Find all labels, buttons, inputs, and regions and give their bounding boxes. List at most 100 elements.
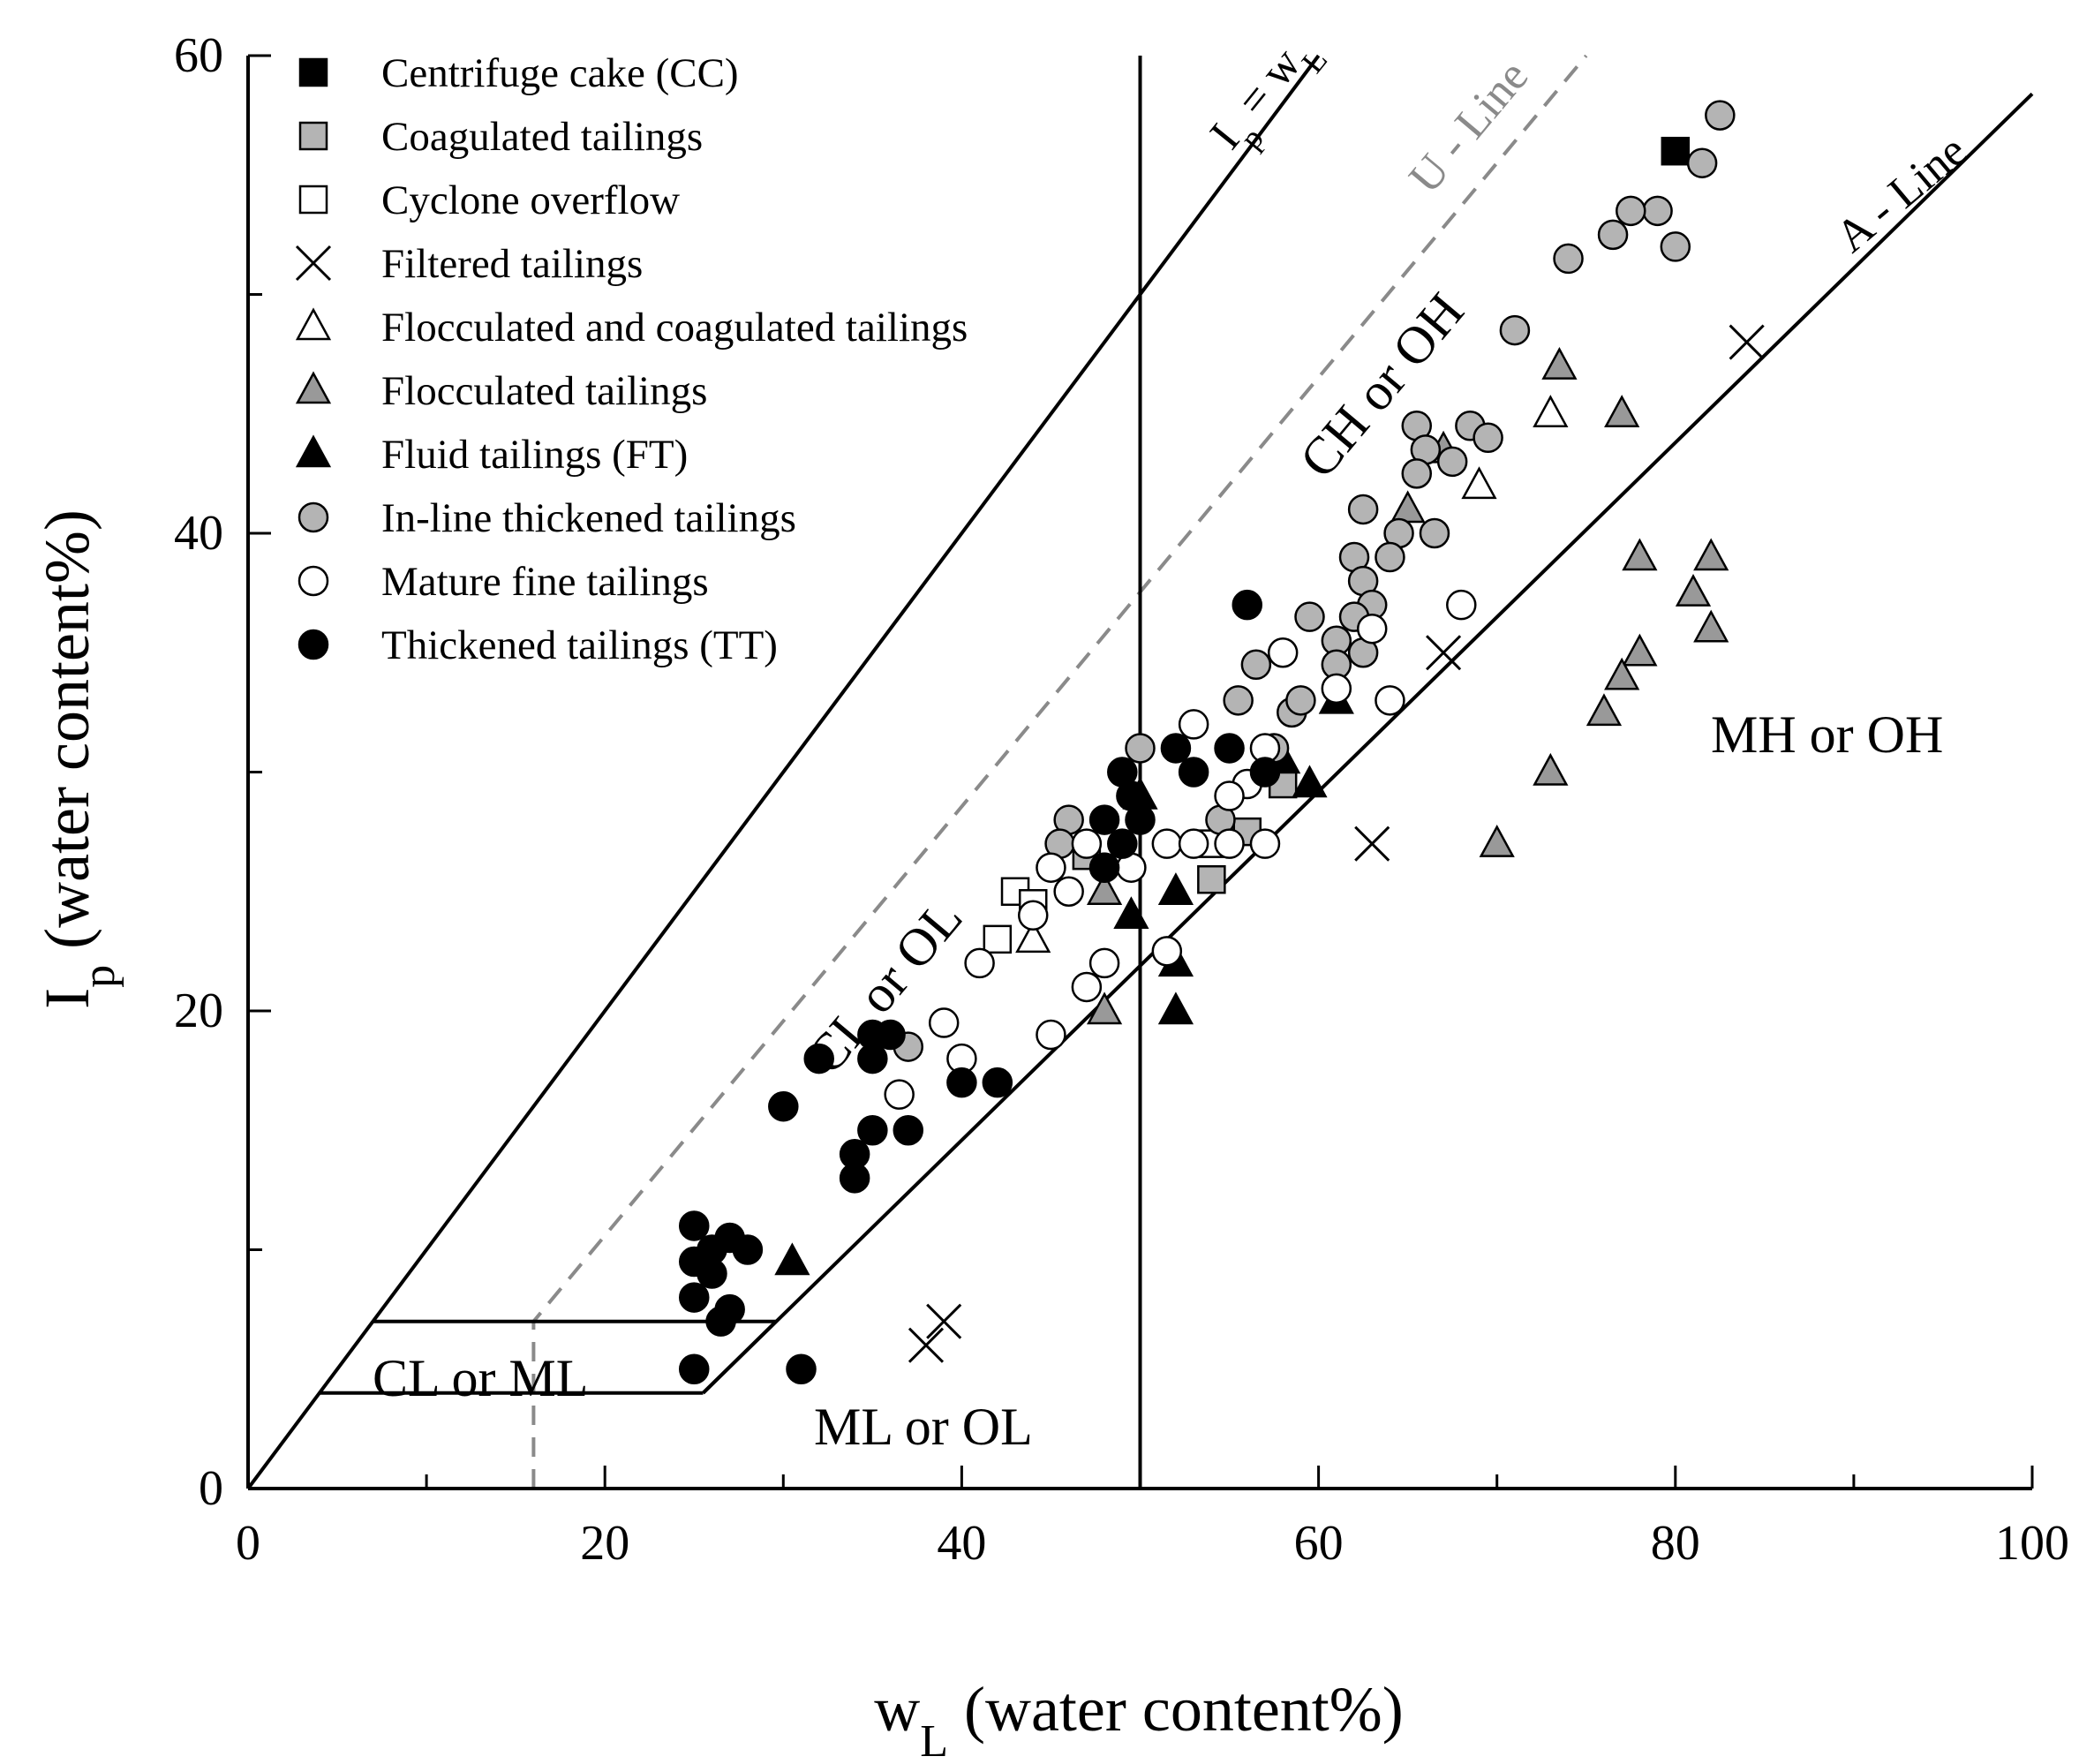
ip-equals-wl-line-label: Ip = wL	[1201, 24, 1334, 168]
mature-fine-tailings-point	[1178, 828, 1209, 859]
x-tick-label: 100	[1995, 1516, 2069, 1571]
in-line-thickened-tailings-point	[1125, 733, 1156, 764]
x-tick-label: 40	[937, 1516, 986, 1571]
a-line-lower-segment	[702, 1320, 778, 1395]
legend-label-thickened-tailings-tt: Thickened tailings (TT)	[381, 622, 778, 668]
thickened-tailings-tt-point	[946, 1067, 977, 1098]
mature-fine-tailings-point	[1017, 900, 1049, 931]
legend: Centrifuge cake (CC) Coagulated tailings C…	[295, 50, 968, 668]
y-tick-label: 0	[199, 1461, 223, 1516]
flocculated-tailings-point	[1390, 490, 1426, 524]
in-line-thickened-tailings-point	[1473, 422, 1503, 454]
mh-oh-label: MH or OH	[1711, 705, 1943, 764]
legend-label-coagulated-tailings: Coagulated tailings	[381, 114, 703, 160]
mature-fine-tailings-point	[1053, 876, 1084, 907]
thickened-tailings-tt-point	[1178, 757, 1209, 788]
a-line	[702, 92, 2034, 1395]
fluid-tailings-ft-point	[1157, 991, 1194, 1025]
in-line-thickened-tailings-point	[1223, 685, 1254, 716]
mature-fine-tailings-point	[1036, 1019, 1066, 1051]
legend-label-mature-fine-tailings: Mature fine tailings	[381, 559, 709, 605]
flocculated-and-coagulated-tailings-point	[1533, 395, 1569, 427]
x-tick-label: 80	[1651, 1516, 1700, 1571]
flocculated-tailings-point	[1693, 609, 1729, 643]
mature-fine-tailings-point	[1214, 780, 1245, 811]
in-line-thickened-tailings-point	[1616, 195, 1646, 227]
flocculated-and-coagulated-tailings-point	[1015, 920, 1051, 954]
legend-label-flocculated-tailings: Flocculated tailings	[381, 368, 707, 414]
centrifuge-cake-cc-legend-marker	[298, 57, 328, 87]
flocculated-tailings-point	[1086, 872, 1123, 905]
thickened-tailings-tt-point	[1088, 804, 1120, 835]
thickened-tailings-tt-point	[679, 1282, 710, 1313]
in-line-thickened-tailings-point	[1294, 601, 1325, 632]
mature-fine-tailings-point	[1151, 828, 1183, 859]
mature-fine-tailings-point	[1214, 828, 1245, 859]
flocculated-and-coagulated-tailings-point	[1461, 466, 1497, 500]
mature-fine-tailings-point	[964, 947, 995, 979]
coagulated-tailings-point	[1197, 864, 1226, 894]
filtered-tailings-point	[1729, 324, 1765, 360]
flocculated-tailings-point	[1086, 991, 1123, 1025]
y-axis-title: Ip (water content%)	[32, 509, 124, 1009]
flocculated-tailings-point	[1675, 574, 1712, 607]
y-tick-label: 60	[174, 28, 223, 83]
mature-fine-tailings-point	[1375, 685, 1405, 716]
fluid-tailings-ft-point	[774, 1242, 810, 1276]
in-line-thickened-tailings-point	[1347, 494, 1379, 525]
in-line-thickened-tailings-point	[1642, 195, 1673, 227]
filtered-tailings-point	[926, 1303, 962, 1339]
thickened-tailings-tt-point	[1214, 733, 1245, 764]
flocculated-tailings-point	[1622, 538, 1658, 571]
cl-ml-label: CL or ML	[373, 1349, 588, 1407]
mature-fine-tailings-point	[1249, 828, 1281, 859]
in-line-thickened-tailings-point	[1285, 685, 1316, 716]
coagulated-tailings-legend-marker	[298, 121, 328, 151]
legend-label-centrifuge-cake-cc: Centrifuge cake (CC)	[381, 50, 739, 96]
mature-fine-tailings-point	[1267, 637, 1299, 668]
mature-fine-tailings-point	[1446, 589, 1477, 621]
in-line-thickened-tailings-point	[1375, 541, 1405, 573]
in-line-thickened-tailings-legend-marker	[298, 501, 329, 533]
mature-fine-tailings-legend-marker	[298, 565, 329, 597]
axes-layer: 0 20 40 60 80 100 0 20 40 60	[174, 28, 2069, 1571]
flocculated-tailings-point	[1533, 752, 1569, 786]
legend-label-fluid-tailings-ft: Fluid tailings (FT)	[381, 432, 688, 478]
y-tick-label: 20	[174, 984, 223, 1038]
in-line-thickened-tailings-point	[1436, 446, 1468, 478]
filtered-tailings-point	[1426, 635, 1462, 671]
cyclone-overflow-point	[983, 924, 1013, 954]
in-line-thickened-tailings-point	[1499, 314, 1531, 346]
mature-fine-tailings-point	[1088, 947, 1120, 979]
mature-fine-tailings-point	[1071, 971, 1103, 1003]
thickened-tailings-tt-legend-marker	[298, 629, 329, 660]
in-line-thickened-tailings-point	[1419, 517, 1450, 549]
thickened-tailings-tt-point	[679, 1353, 710, 1384]
reference-lines-layer	[246, 54, 2034, 1490]
thickened-tailings-tt-point	[1249, 757, 1281, 788]
thickened-tailings-tt-point	[839, 1163, 870, 1194]
thickened-tailings-tt-point	[875, 1019, 906, 1051]
in-line-thickened-tailings-point	[1686, 147, 1718, 178]
thickened-tailings-tt-point	[732, 1234, 764, 1265]
legend-label-flocculated-and-coagulated-tailings: Flocculated and coagulated tailings	[381, 305, 968, 351]
flocculated-tailings-point	[1479, 825, 1515, 857]
mature-fine-tailings-point	[1178, 709, 1209, 740]
thickened-tailings-tt-point	[1125, 804, 1156, 835]
filtered-tailings-point	[1354, 825, 1390, 862]
legend-label-filtered-tailings: Filtered tailings	[381, 241, 643, 287]
in-line-thickened-tailings-point	[1240, 649, 1272, 681]
thickened-tailings-tt-point	[1232, 589, 1263, 621]
thickened-tailings-tt-point	[1160, 733, 1192, 764]
centrifuge-cake-cc-point	[1661, 136, 1691, 166]
thickened-tailings-tt-point	[697, 1258, 727, 1289]
flocculated-tailings-point	[1586, 693, 1623, 727]
x-tick-label: 20	[580, 1516, 629, 1571]
x-tick-label: 60	[1294, 1516, 1344, 1571]
in-line-thickened-tailings-point	[1597, 219, 1629, 251]
flocculated-tailings-point	[1541, 347, 1578, 380]
in-line-thickened-tailings-point	[1660, 231, 1691, 262]
a-line-label: A - Line	[1827, 125, 1976, 262]
fluid-tailings-ft-point	[1292, 765, 1328, 798]
